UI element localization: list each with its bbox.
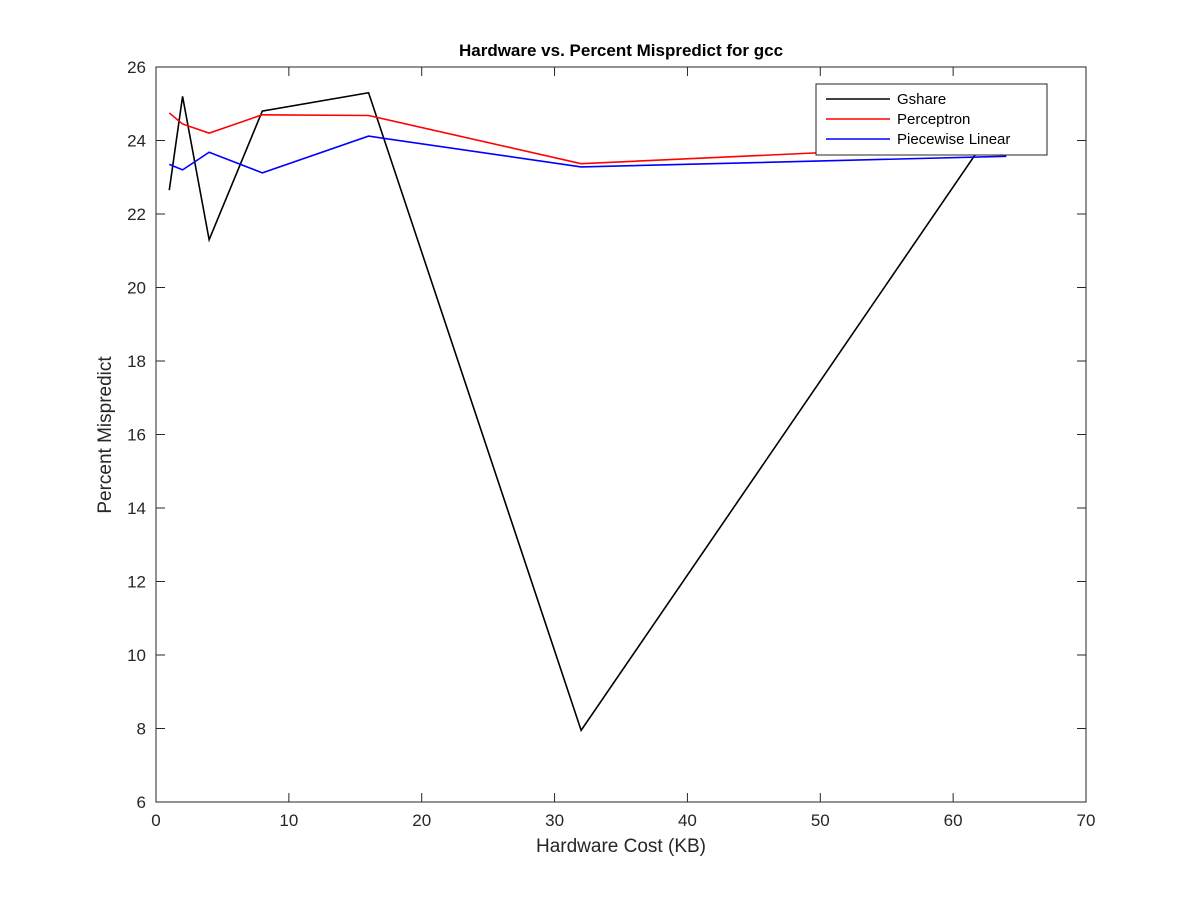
y-tick-label: 18: [127, 352, 146, 371]
x-tick-label: 10: [279, 811, 298, 830]
y-tick-label: 10: [127, 646, 146, 665]
series-line-perceptron: [168, 112, 1007, 165]
x-tick-label: 50: [811, 811, 830, 830]
y-axis-ticks: 6 8 10 12 14 16 18 20 22 24 26: [127, 58, 1086, 812]
x-tick-label: 70: [1077, 811, 1096, 830]
y-tick-label: 6: [137, 793, 146, 812]
x-tick-label: 30: [545, 811, 564, 830]
x-axis-label: Hardware Cost (KB): [536, 836, 706, 857]
legend-label-piecewise-linear: Piecewise Linear: [897, 131, 1010, 148]
y-tick-label: 26: [127, 58, 146, 77]
plot-area: [155, 66, 1087, 803]
y-tick-label: 12: [127, 573, 146, 592]
y-tick-label: 20: [127, 279, 146, 298]
y-tick-label: 16: [127, 426, 146, 445]
series-line-piecewise-linear: [168, 135, 1007, 174]
x-tick-label: 60: [944, 811, 963, 830]
series-layer: [168, 91, 1007, 733]
x-axis-ticks: 0 10 20 30 40 50 60 70: [151, 67, 1095, 830]
y-tick-label: 22: [127, 205, 146, 224]
x-tick-label: 0: [151, 811, 160, 830]
legend: Gshare Perceptron Piecewise Linear: [815, 83, 1048, 156]
series-line-gshare: [168, 91, 1007, 733]
legend-label-gshare: Gshare: [897, 91, 946, 108]
y-tick-label: 24: [127, 132, 146, 151]
x-tick-label: 40: [678, 811, 697, 830]
y-tick-label: 8: [137, 720, 146, 739]
chart-title: Hardware vs. Percent Mispredict for gcc: [459, 41, 783, 60]
x-tick-label: 20: [412, 811, 431, 830]
y-tick-label: 14: [127, 499, 146, 518]
legend-label-perceptron: Perceptron: [897, 111, 970, 128]
y-axis-label: Percent Mispredict: [95, 356, 116, 514]
